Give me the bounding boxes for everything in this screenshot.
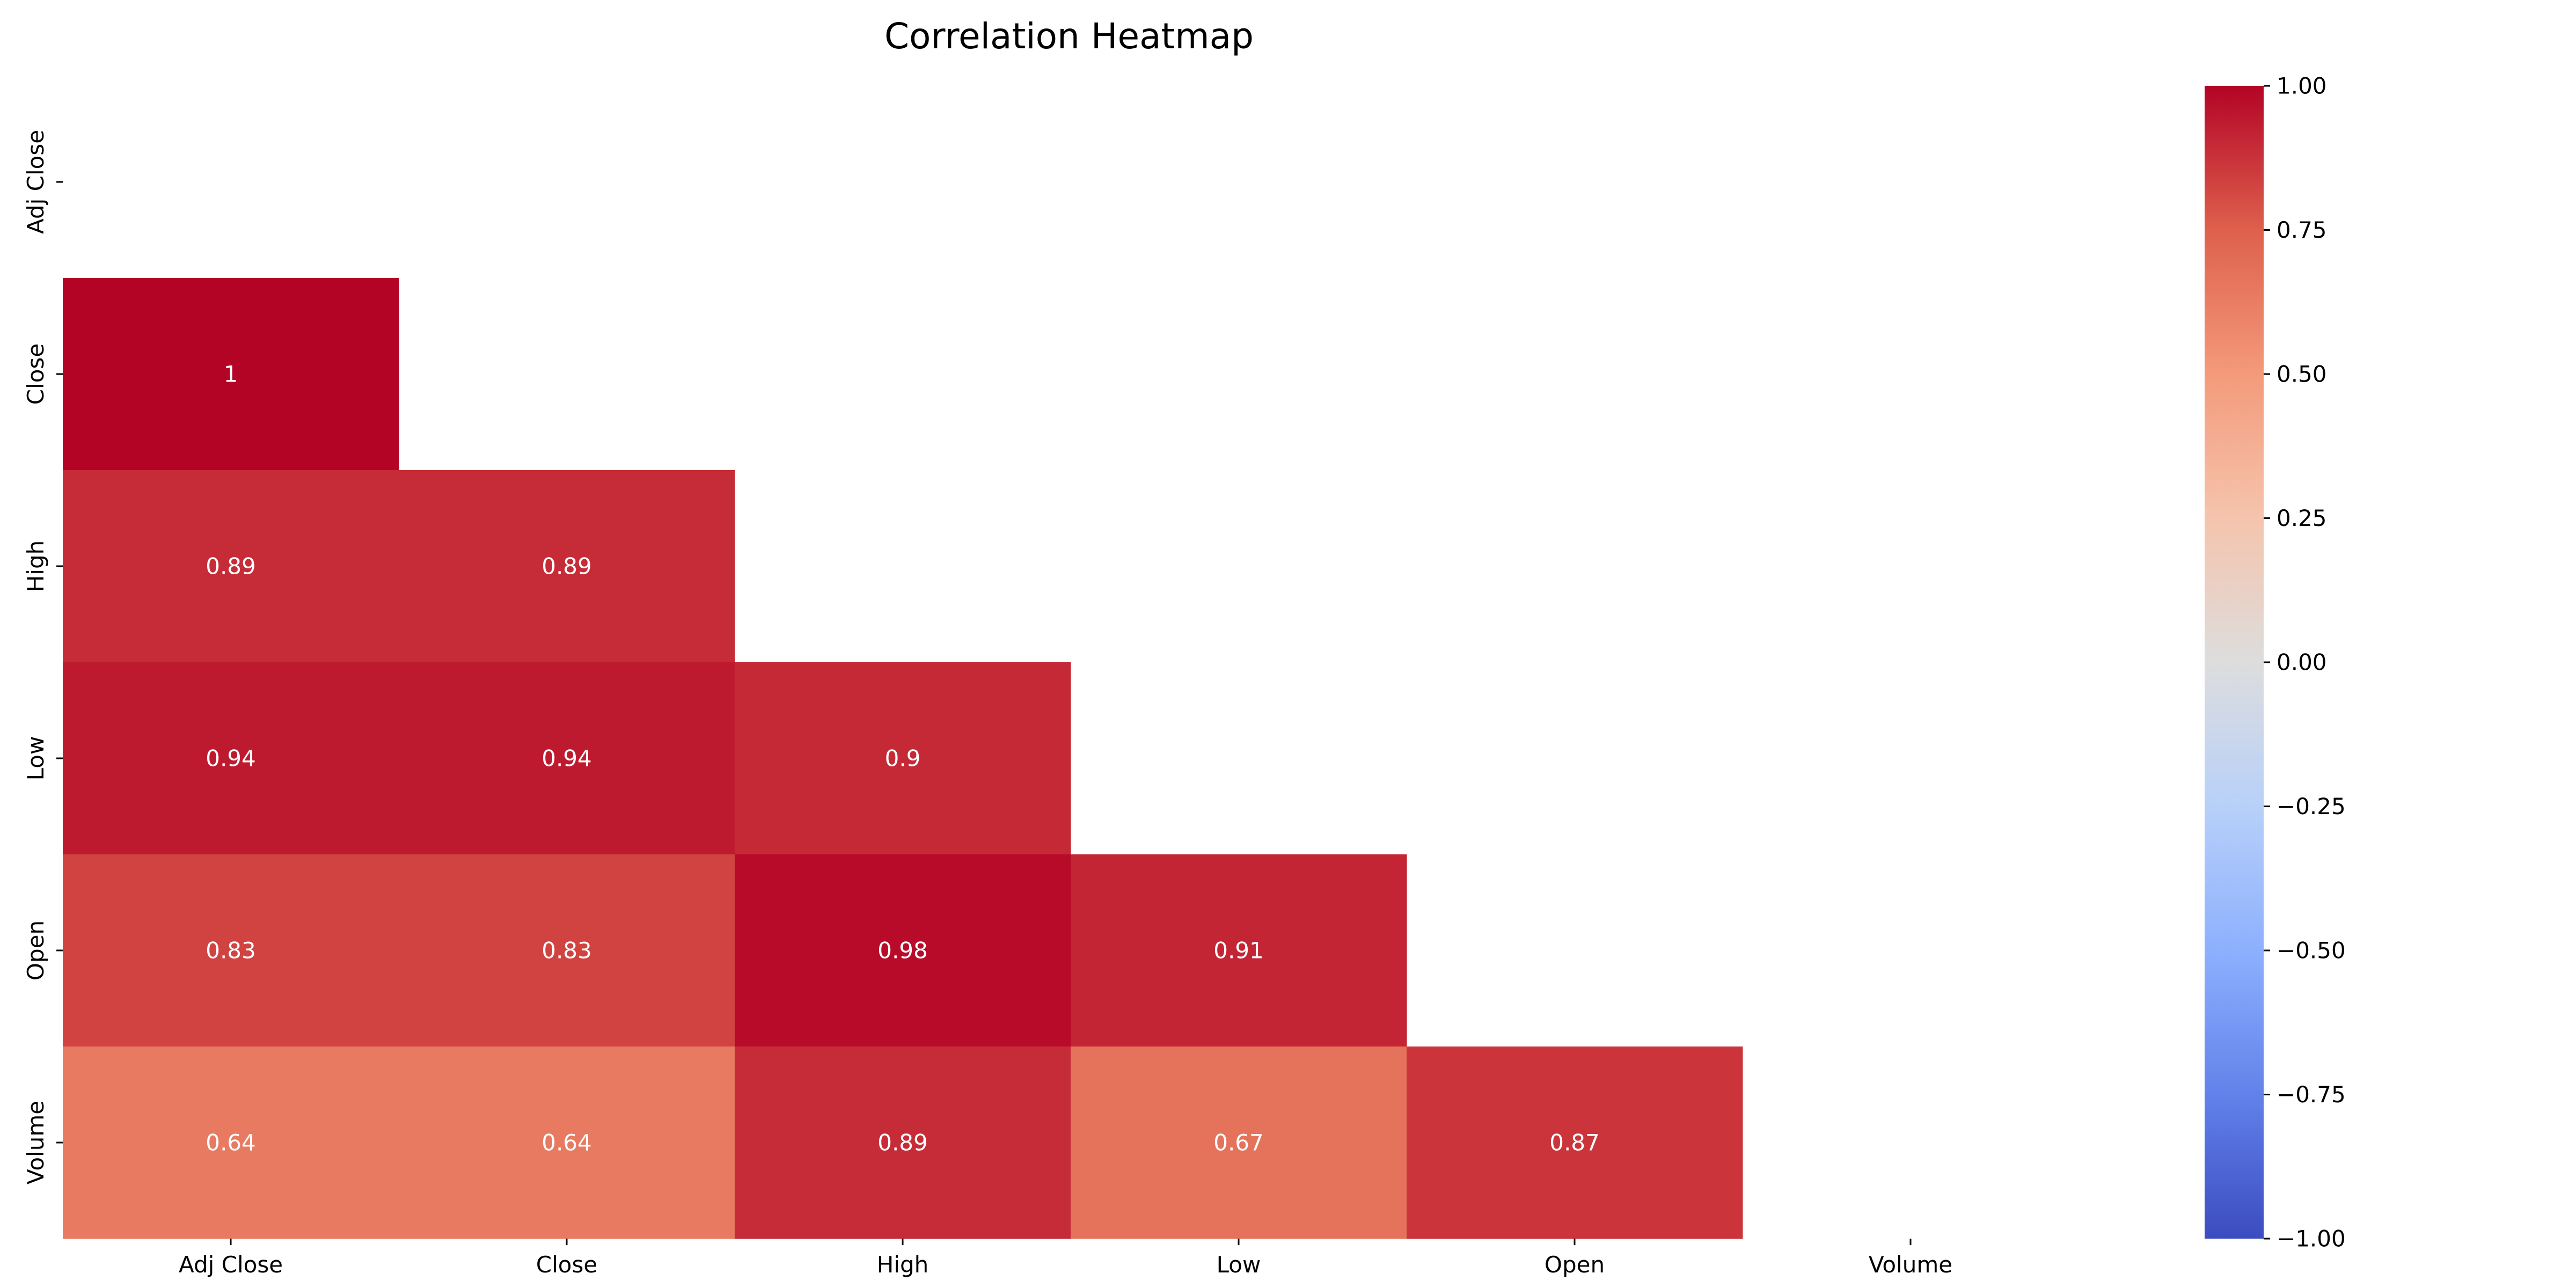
heatmap-cell-volume-high [735, 1046, 1071, 1239]
y-tick-label-volume: Volume [23, 1101, 49, 1184]
heatmap-cell-open-adj-close [63, 854, 399, 1047]
cell-label-low-high: 0.9 [885, 745, 921, 772]
cell-label-volume-open: 0.87 [1549, 1130, 1600, 1156]
y-tick-label-close: Close [23, 343, 49, 405]
heatmap-cell-open-low [1071, 854, 1407, 1047]
x-axis: Adj Close Close High Low Open Volume [179, 1239, 1952, 1278]
cell-label-volume-close: 0.64 [541, 1130, 592, 1156]
heatmap-cell-low-high [735, 662, 1071, 855]
x-tick-label-volume: Volume [1869, 1252, 1952, 1278]
heatmap-cell-open-high [735, 854, 1071, 1047]
colorbar-tick-label-4: 0.00 [2277, 649, 2327, 676]
colorbar-tick-label-5: −0.25 [2277, 793, 2346, 819]
x-tick-label-adj-close: Adj Close [179, 1252, 283, 1278]
heatmap-cell-close-adj-close [63, 278, 399, 471]
y-axis: Adj Close Close High Low Open Volume [23, 130, 63, 1184]
heatmap-cell-volume-close [399, 1046, 735, 1239]
x-tick-label-low: Low [1217, 1252, 1261, 1278]
colorbar-tick-label-1: 0.75 [2277, 217, 2327, 243]
cell-label-open-low: 0.91 [1213, 938, 1264, 964]
y-tick-label-low: Low [23, 736, 49, 781]
y-tick-label-high: High [23, 540, 49, 592]
cell-label-open-high: 0.98 [877, 938, 928, 964]
colorbar-gradient [2205, 86, 2264, 1239]
x-tick-label-open: Open [1545, 1252, 1605, 1278]
heatmap-cell-open-close [399, 854, 735, 1047]
heatmap-cell-volume-low [1071, 1046, 1407, 1239]
x-tick-label-close: Close [536, 1252, 597, 1278]
heatmap-cell-low-adj-close [63, 662, 399, 855]
cell-label-high-adj-close: 0.89 [206, 553, 256, 580]
x-tick-label-high: High [877, 1252, 929, 1278]
cell-label-low-close: 0.94 [541, 745, 592, 772]
colorbar-tick-label-2: 0.50 [2277, 361, 2327, 387]
cell-label-volume-high: 0.89 [877, 1130, 928, 1156]
colorbar-tick-label-6: −0.50 [2277, 938, 2346, 964]
cell-label-volume-adj-close: 0.64 [206, 1130, 256, 1156]
y-tick-label-open: Open [23, 920, 49, 980]
cell-label-volume-low: 0.67 [1213, 1130, 1264, 1156]
colorbar: 1.00 0.75 0.50 0.25 0.00 −0.25 −0.50 −0.75 −1.00 [2205, 73, 2346, 1252]
cell-label-close-adj-close: 1 [224, 361, 238, 387]
colorbar-tick-label-7: −0.75 [2277, 1081, 2346, 1108]
heatmap-cells: 1 0.89 0.89 0.94 0.94 0.9 0.83 0.83 0.98 0.91 0.64… [63, 278, 1743, 1239]
heatmap-cell-volume-adj-close [63, 1046, 399, 1239]
cell-label-high-close: 0.89 [541, 553, 592, 580]
cell-label-open-close: 0.83 [541, 938, 592, 964]
chart-title: Correlation Heatmap [884, 16, 1254, 57]
heatmap-cell-high-close [399, 470, 735, 663]
colorbar-tick-label-0: 1.00 [2277, 73, 2327, 99]
colorbar-tick-label-8: −1.00 [2277, 1226, 2346, 1252]
cell-label-low-adj-close: 0.94 [206, 745, 256, 772]
colorbar-tick-label-3: 0.25 [2277, 505, 2327, 531]
heatmap-cell-volume-open [1407, 1046, 1743, 1239]
heatmap-cell-low-close [399, 662, 735, 855]
heatmap-cell-high-adj-close [63, 470, 399, 663]
y-tick-label-adj-close: Adj Close [23, 130, 49, 234]
cell-label-open-adj-close: 0.83 [206, 938, 256, 964]
